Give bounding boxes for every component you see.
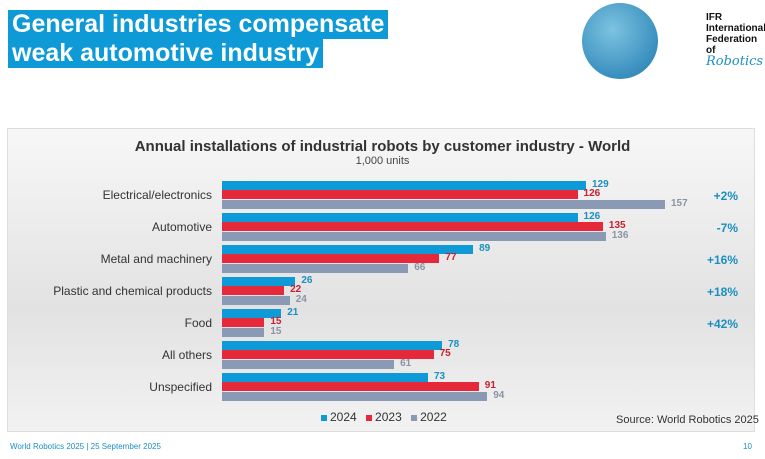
- bar-2022: [222, 231, 606, 241]
- bar-2023: [222, 318, 265, 328]
- data-label: 135: [608, 220, 626, 232]
- category-label: Plastic and chemical products: [53, 284, 212, 298]
- ifr-logo: IFR International Federation of Robotics: [706, 12, 765, 69]
- bar-2022: [222, 327, 265, 337]
- growth-label: +18%: [706, 285, 738, 299]
- data-label: 77: [445, 252, 457, 264]
- legend: 2024 2023 2022: [315, 410, 447, 424]
- data-label: 73: [433, 371, 446, 382]
- bar-2023: [222, 350, 434, 360]
- bar-2024: [222, 309, 282, 318]
- bar-2023: [222, 222, 603, 232]
- bar-2022: [222, 263, 409, 273]
- bar-2022: [222, 295, 290, 305]
- bar-2024: [222, 373, 428, 382]
- data-label: 61: [400, 357, 412, 369]
- bar-2023: [222, 382, 479, 392]
- data-label: 89: [479, 243, 491, 254]
- data-label: 24: [295, 293, 307, 305]
- data-label: 91: [484, 380, 496, 392]
- data-label: 75: [439, 348, 451, 360]
- data-label: 157: [671, 197, 688, 209]
- legend-2023: 2023: [360, 410, 402, 424]
- globe-image: [582, 3, 658, 79]
- data-label: 94: [493, 389, 505, 401]
- category-label: Automotive: [151, 220, 212, 234]
- footer-text: World Robotics 2025 | 25 September 2025: [10, 442, 161, 451]
- growth-label: +42%: [706, 317, 738, 331]
- bar-2024: [222, 341, 443, 350]
- category-label: All others: [161, 348, 212, 362]
- data-label: 126: [583, 211, 601, 222]
- chart-subtitle: 1,000 units: [355, 155, 410, 167]
- category-label: Unspecified: [149, 380, 212, 394]
- bar-2022: [222, 199, 665, 209]
- legend-2022: 2022: [405, 410, 447, 424]
- bar-2022: [222, 359, 395, 369]
- data-label: 136: [611, 229, 629, 241]
- category-label: Electrical/electronics: [102, 188, 212, 202]
- bar-2024: [222, 245, 474, 254]
- bar-2023: [222, 286, 285, 296]
- chart-title: Annual installations of industrial robot…: [134, 138, 631, 155]
- data-label: 15: [270, 316, 282, 328]
- data-label: 21: [287, 307, 299, 318]
- growth-label: -7%: [716, 221, 738, 235]
- data-label: 66: [414, 261, 426, 273]
- data-label: 22: [290, 284, 302, 296]
- bar-2024: [222, 277, 296, 286]
- growth-label: +2%: [713, 189, 738, 203]
- bar-2022: [222, 391, 488, 401]
- bar-2023: [222, 190, 578, 200]
- data-label: 126: [583, 188, 601, 200]
- legend-2024: 2024: [315, 410, 357, 424]
- bar-2023: [222, 254, 440, 264]
- slide-title: General industries compensate weak automo…: [8, 10, 389, 68]
- data-label: 26: [301, 275, 313, 286]
- data-label: 15: [270, 325, 282, 337]
- source-note: Source: World Robotics 2025: [616, 414, 759, 426]
- data-label: 78: [448, 339, 460, 350]
- bar-2024: [222, 181, 586, 190]
- page-number: 10: [743, 442, 752, 451]
- category-label: Food: [184, 316, 212, 330]
- bar-2024: [222, 213, 578, 222]
- growth-label: +16%: [706, 253, 738, 267]
- category-label: Metal and machinery: [100, 252, 212, 266]
- data-label: 129: [591, 179, 609, 190]
